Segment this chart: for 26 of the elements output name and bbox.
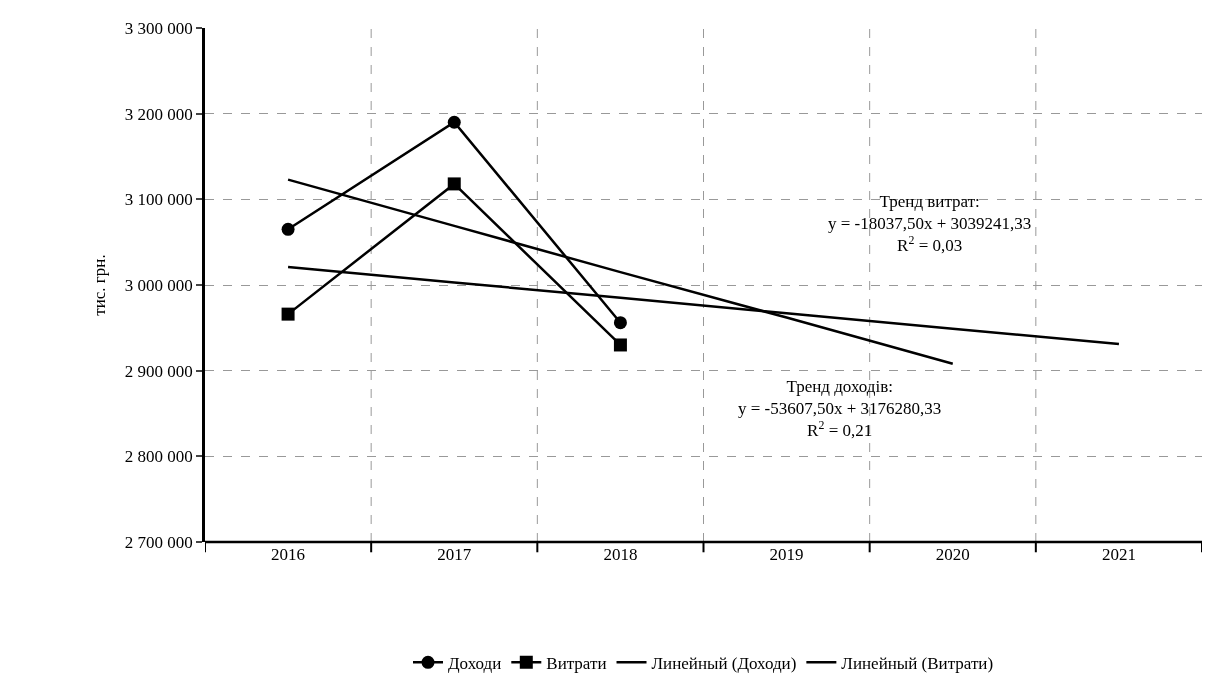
legend-label: Линейный (Доходи) <box>651 653 797 673</box>
x-tick-label: 2016 <box>271 545 306 564</box>
x-tick-label: 2018 <box>603 545 638 564</box>
y-tick-label: 3 000 000 <box>124 275 193 295</box>
x-tick-label: 2017 <box>437 545 472 564</box>
y-tick-label: 2 700 000 <box>124 532 193 552</box>
point <box>447 115 461 129</box>
legend-label: Витрати <box>546 653 607 673</box>
y-tick-label: 3 200 000 <box>124 104 193 124</box>
point <box>281 307 295 321</box>
y-tick-label: 2 900 000 <box>124 361 193 381</box>
y-tick-label: 2 800 000 <box>124 447 193 467</box>
x-tick-label: 2020 <box>935 545 970 564</box>
x-tick-label: 2021 <box>1101 545 1136 564</box>
y-tick-label: 3 300 000 <box>124 18 193 38</box>
point <box>613 338 627 352</box>
annotation: Тренд доходів: y = -53607,50x + 3176280,33 R$^{2}$ = 0,21 <box>738 377 942 441</box>
annotation: Тренд витрат: y = -18037,50x + 3039241,33 R$^{2}$ = 0,03 <box>828 192 1032 256</box>
y-tick-label: 3 100 000 <box>124 190 193 210</box>
point <box>447 177 461 191</box>
legend-label: Доходи <box>448 653 502 673</box>
legend-label: Линейный (Витрати) <box>841 653 994 673</box>
point <box>613 316 627 330</box>
point <box>281 222 295 236</box>
x-tick-label: 2019 <box>769 545 804 564</box>
y-axis-title: тис. грн. <box>90 254 110 316</box>
